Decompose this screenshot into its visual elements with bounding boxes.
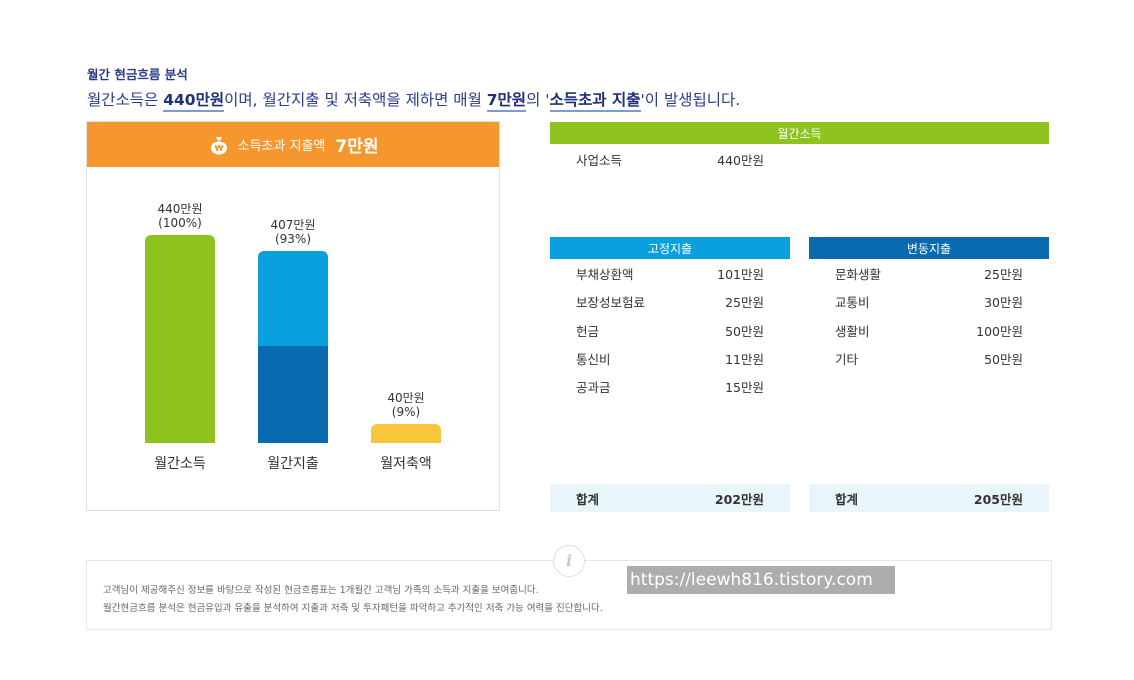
bar-value-percent: (100%) [158,216,202,230]
variable-expense-row-amount: 100만원 [976,323,1023,339]
variable-expense-header: 변동지출 [809,237,1049,259]
fixed-expense-row: 헌금 50만원 [576,321,764,340]
section-title: 월간 현금흐름 분석 [87,67,188,82]
fixed-total-label: 합계 [576,491,600,507]
variable-expense-row: 생활비 100만원 [835,321,1023,340]
fixed-expense-row-amount: 50만원 [725,323,764,339]
variable-expense-row-amount: 50만원 [984,351,1023,367]
variable-total-label: 합계 [835,491,859,507]
bar-2 [258,250,328,443]
bar-segment-fixed [258,250,328,347]
fixed-expense-row: 부채상환액 101만원 [576,264,764,283]
info-line-2: 월간현금흐름 분석은 현금유입과 유출을 분석하여 지출과 저축 및 투자패턴을… [103,603,603,614]
fixed-expense-row-name: 부채상환액 [576,267,634,282]
bar-value-amount: 40만원 [387,391,425,406]
fixed-expense-total: 합계 202만원 [550,484,790,512]
bar-value-amount: 407만원 [270,217,316,232]
headline-text-3: 의 ' [526,91,550,109]
variable-expense-row-amount: 25만원 [984,267,1023,282]
fixed-total-amount: 202만원 [714,491,764,507]
bar-value-percent: (93%) [274,231,312,246]
bar-value-amount: 440만원 [157,202,203,216]
bar-3 [371,424,441,443]
variable-expense-row-name: 문화생활 [835,267,882,282]
headline-text-2: 이며, 월간지출 및 저축액을 제하면 매월 [224,91,487,109]
fixed-expense-row-amount: 11만원 [725,351,764,367]
income-highlight: 440만원 [163,91,225,112]
fixed-expense-row-amount: 15만원 [725,380,764,396]
variable-expense-row-name: 기타 [835,351,859,367]
fixed-expense-row-amount: 25만원 [725,295,764,311]
surplus-highlight: 7만원 [486,91,527,112]
headline-text-4: '이 발생됩니다. [640,91,741,109]
bar-category-label: 월저축액 [380,456,432,472]
chart-header: ₩ 소득초과 지출액 7만원 [87,122,499,167]
variable-expense-row: 문화생활 25만원 [835,264,1023,283]
fixed-expense-row-name: 헌금 [576,323,600,339]
income-row: 사업소득 440만원 [576,150,764,169]
fixed-expense-header: 고정지출 [550,237,790,259]
variable-expense-row: 교통비 30만원 [835,292,1023,311]
fixed-expense-row-name: 통신비 [576,351,611,367]
income-row-name: 사업소득 [576,153,623,168]
bar-value-label: 407만원 (93%) [233,218,353,246]
summary-headline: 월간소득은 440만원이며, 월간지출 및 저축액을 제하면 매월 7만원의 '… [87,88,741,112]
chart-header-label: 소득초과 지출액 [237,139,326,154]
money-bag-icon: ₩ [210,136,227,154]
bar-category-label: 월간소득 [154,456,206,472]
fixed-expense-row-name: 공과금 [576,380,611,396]
variable-expense-row-amount: 30만원 [984,295,1023,311]
variable-expense-total: 합계 205만원 [809,484,1049,512]
variable-expense-row-name: 생활비 [835,323,870,339]
income-row-amount: 440만원 [717,153,764,168]
fixed-expense-row: 보장성보험료 25만원 [576,292,764,311]
info-line-1: 고객님이 제공해주신 정보를 바탕으로 작성된 현금흐름표는 1개월간 고객님 … [103,585,539,596]
cashflow-chart-card: ₩ 소득초과 지출액 7만원 440만원 (100%) 월간소득 407만원 (93%)… [86,121,500,511]
variable-expense-row: 기타 50만원 [835,349,1023,368]
income-table-header: 월간소득 [550,122,1049,144]
info-icon: i [553,545,585,577]
chart-header-value: 7만원 [335,137,379,157]
headline-text-1: 월간소득은 [87,91,164,109]
bar-value-label: 440만원 (100%) [120,202,240,230]
fixed-expense-row: 통신비 11만원 [576,349,764,368]
variable-total-amount: 205만원 [973,491,1023,507]
svg-text:₩: ₩ [214,144,223,153]
bar-chart: 440만원 (100%) 월간소득 407만원 (93%) 월간지출 40만원 (9%) 월저축… [87,167,499,510]
fixed-expense-row-name: 보장성보험료 [576,295,646,311]
bar-value-label: 40만원 (9%) [346,391,466,419]
bar-1 [145,235,215,443]
bar-segment-variable [258,346,328,443]
fixed-expense-row: 공과금 15만원 [576,377,764,396]
excess-spending-highlight: 소득초과 지출 [549,91,641,112]
fixed-expense-row-amount: 101만원 [717,267,764,282]
bar-value-percent: (9%) [391,405,421,420]
variable-expense-row-name: 교통비 [835,295,870,311]
watermark-url: https://leewh816.tistory.com [627,566,895,594]
bar-category-label: 월간지출 [267,456,319,472]
